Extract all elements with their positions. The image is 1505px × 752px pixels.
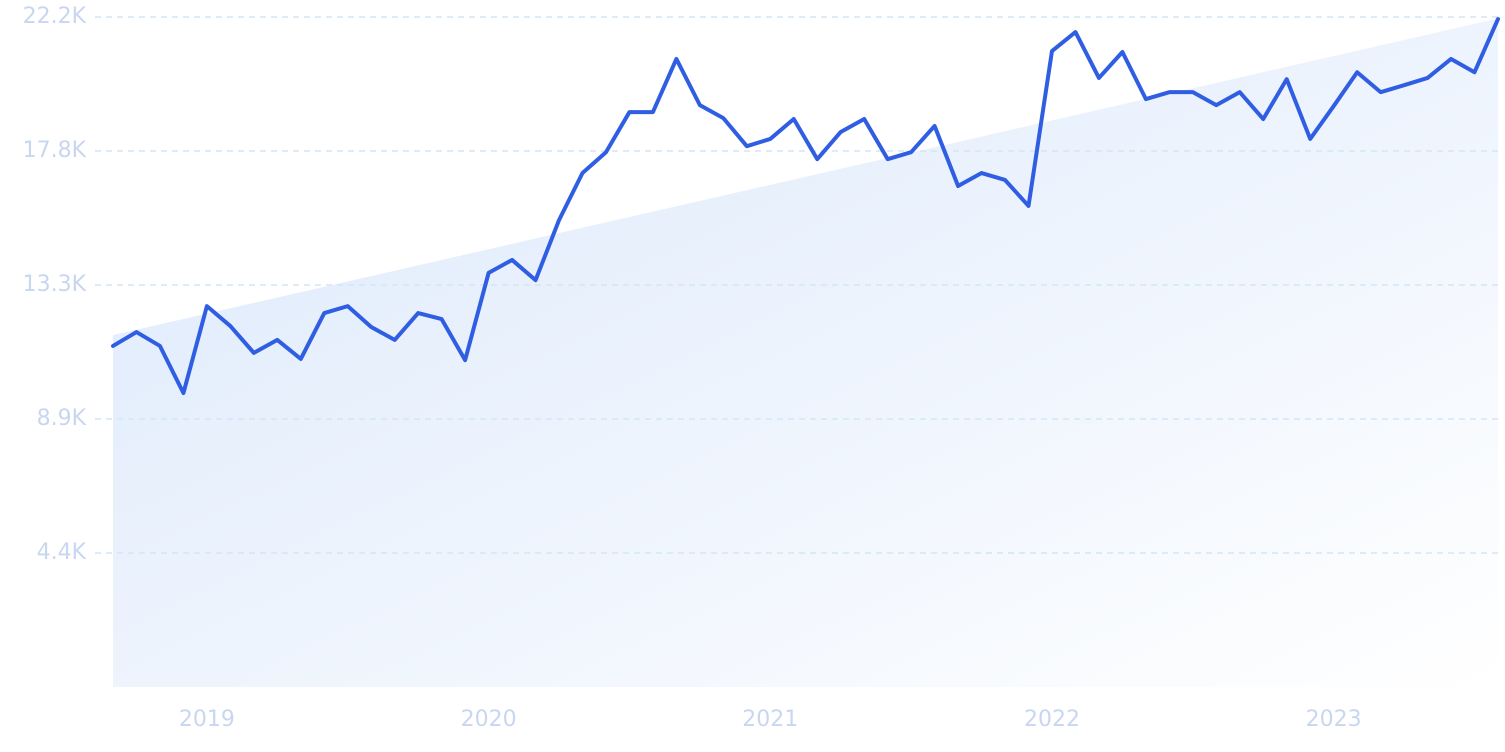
- line: [111, 17, 1500, 396]
- y-tick-label: 17.8K: [23, 138, 87, 163]
- trend-area: [113, 18, 1498, 687]
- y-tick-label: 22.2K: [23, 4, 87, 29]
- y-tick-label: 8.9K: [37, 406, 87, 431]
- y-tick-label: 4.4K: [37, 540, 87, 565]
- x-tick-label: 2023: [1306, 707, 1362, 732]
- y-tick-label: 13.3K: [23, 272, 87, 297]
- x-tick-label: 2019: [179, 707, 235, 732]
- x-tick-label: 2021: [742, 707, 798, 732]
- x-tick-label: 2020: [461, 707, 517, 732]
- x-tick-label: 2022: [1024, 707, 1080, 732]
